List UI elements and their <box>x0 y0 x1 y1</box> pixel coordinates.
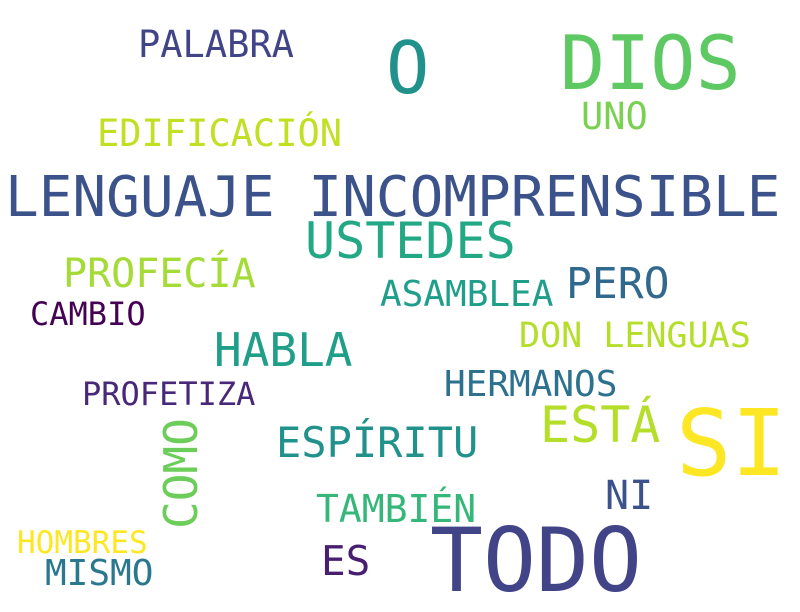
word-cambio: CAMBIO <box>30 295 146 333</box>
word-tambien: TAMBIÉN <box>316 487 477 531</box>
word-profetiza: PROFETIZA <box>82 375 256 413</box>
word-don-lenguas: DON LENGUAS <box>519 316 751 356</box>
word-hermanos: HERMANOS <box>444 364 618 405</box>
word-edificacion: EDIFICACIÓN <box>97 112 343 155</box>
word-si: SI <box>676 390 787 497</box>
word-pero: PERO <box>566 259 670 309</box>
word-hombres: HOMBRES <box>17 525 148 561</box>
word-espiritu: ESPÍRITU <box>276 418 479 467</box>
word-lenguaje-incomprensible: LENGUAJE INCOMPRENSIBLE <box>5 165 781 230</box>
word-es: ES <box>321 537 371 585</box>
word-profecia: PROFECÍA <box>63 251 256 297</box>
word-palabra: PALABRA <box>138 23 294 66</box>
word-ustedes: USTEDES <box>305 212 516 270</box>
word-uno: UNO <box>581 95 648 138</box>
word-como: COMO <box>154 418 208 529</box>
word-o: O <box>386 26 430 110</box>
word-dios: DIOS <box>560 19 741 107</box>
word-mismo: MISMO <box>45 553 154 594</box>
word-asamblea: ASAMBLEA <box>380 274 554 315</box>
word-ni: NI <box>605 473 654 519</box>
word-todo: TODO <box>430 509 642 612</box>
word-esta: ESTÁ <box>540 396 661 454</box>
word-habla: HABLA <box>214 323 353 377</box>
